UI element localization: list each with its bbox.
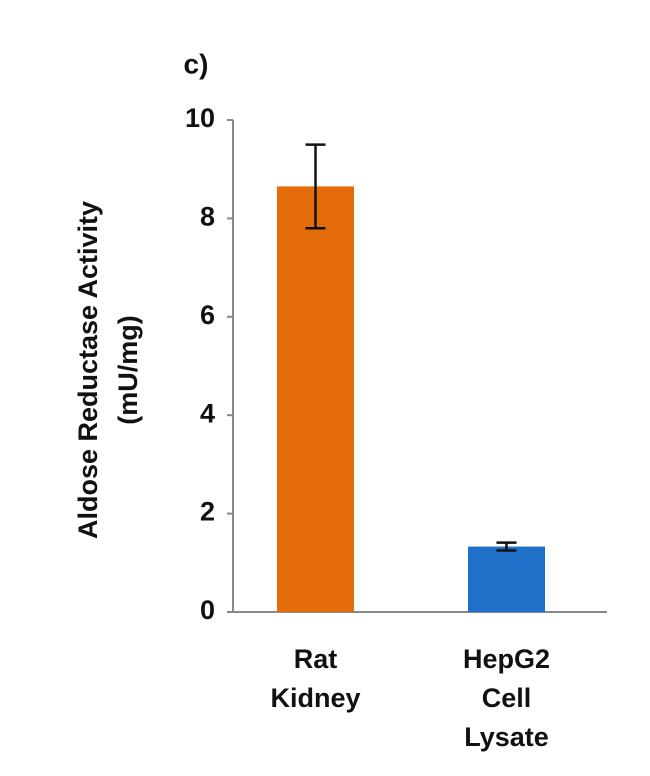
x-tick-label: Cell xyxy=(482,683,532,713)
bar xyxy=(468,546,545,612)
panel-label: c) xyxy=(184,48,209,79)
y-tick-label: 2 xyxy=(200,497,215,527)
y-tick-label: 8 xyxy=(200,202,215,232)
x-tick-label: Lysate xyxy=(464,722,549,752)
y-axis-label: Aldose Reductase Activity xyxy=(73,201,103,539)
x-tick-label: Kidney xyxy=(270,683,360,713)
y-axis-label: (mU/mg) xyxy=(113,315,143,425)
y-tick-label: 6 xyxy=(200,300,215,330)
x-tick-label: Rat xyxy=(294,644,338,674)
error-bar xyxy=(305,143,326,230)
bar xyxy=(277,186,354,613)
error-bar xyxy=(496,541,517,552)
y-tick-label: 0 xyxy=(200,595,215,625)
y-tick-label: 4 xyxy=(200,398,215,428)
x-tick-label: HepG2 xyxy=(463,644,550,674)
y-tick-label: 10 xyxy=(185,103,215,133)
